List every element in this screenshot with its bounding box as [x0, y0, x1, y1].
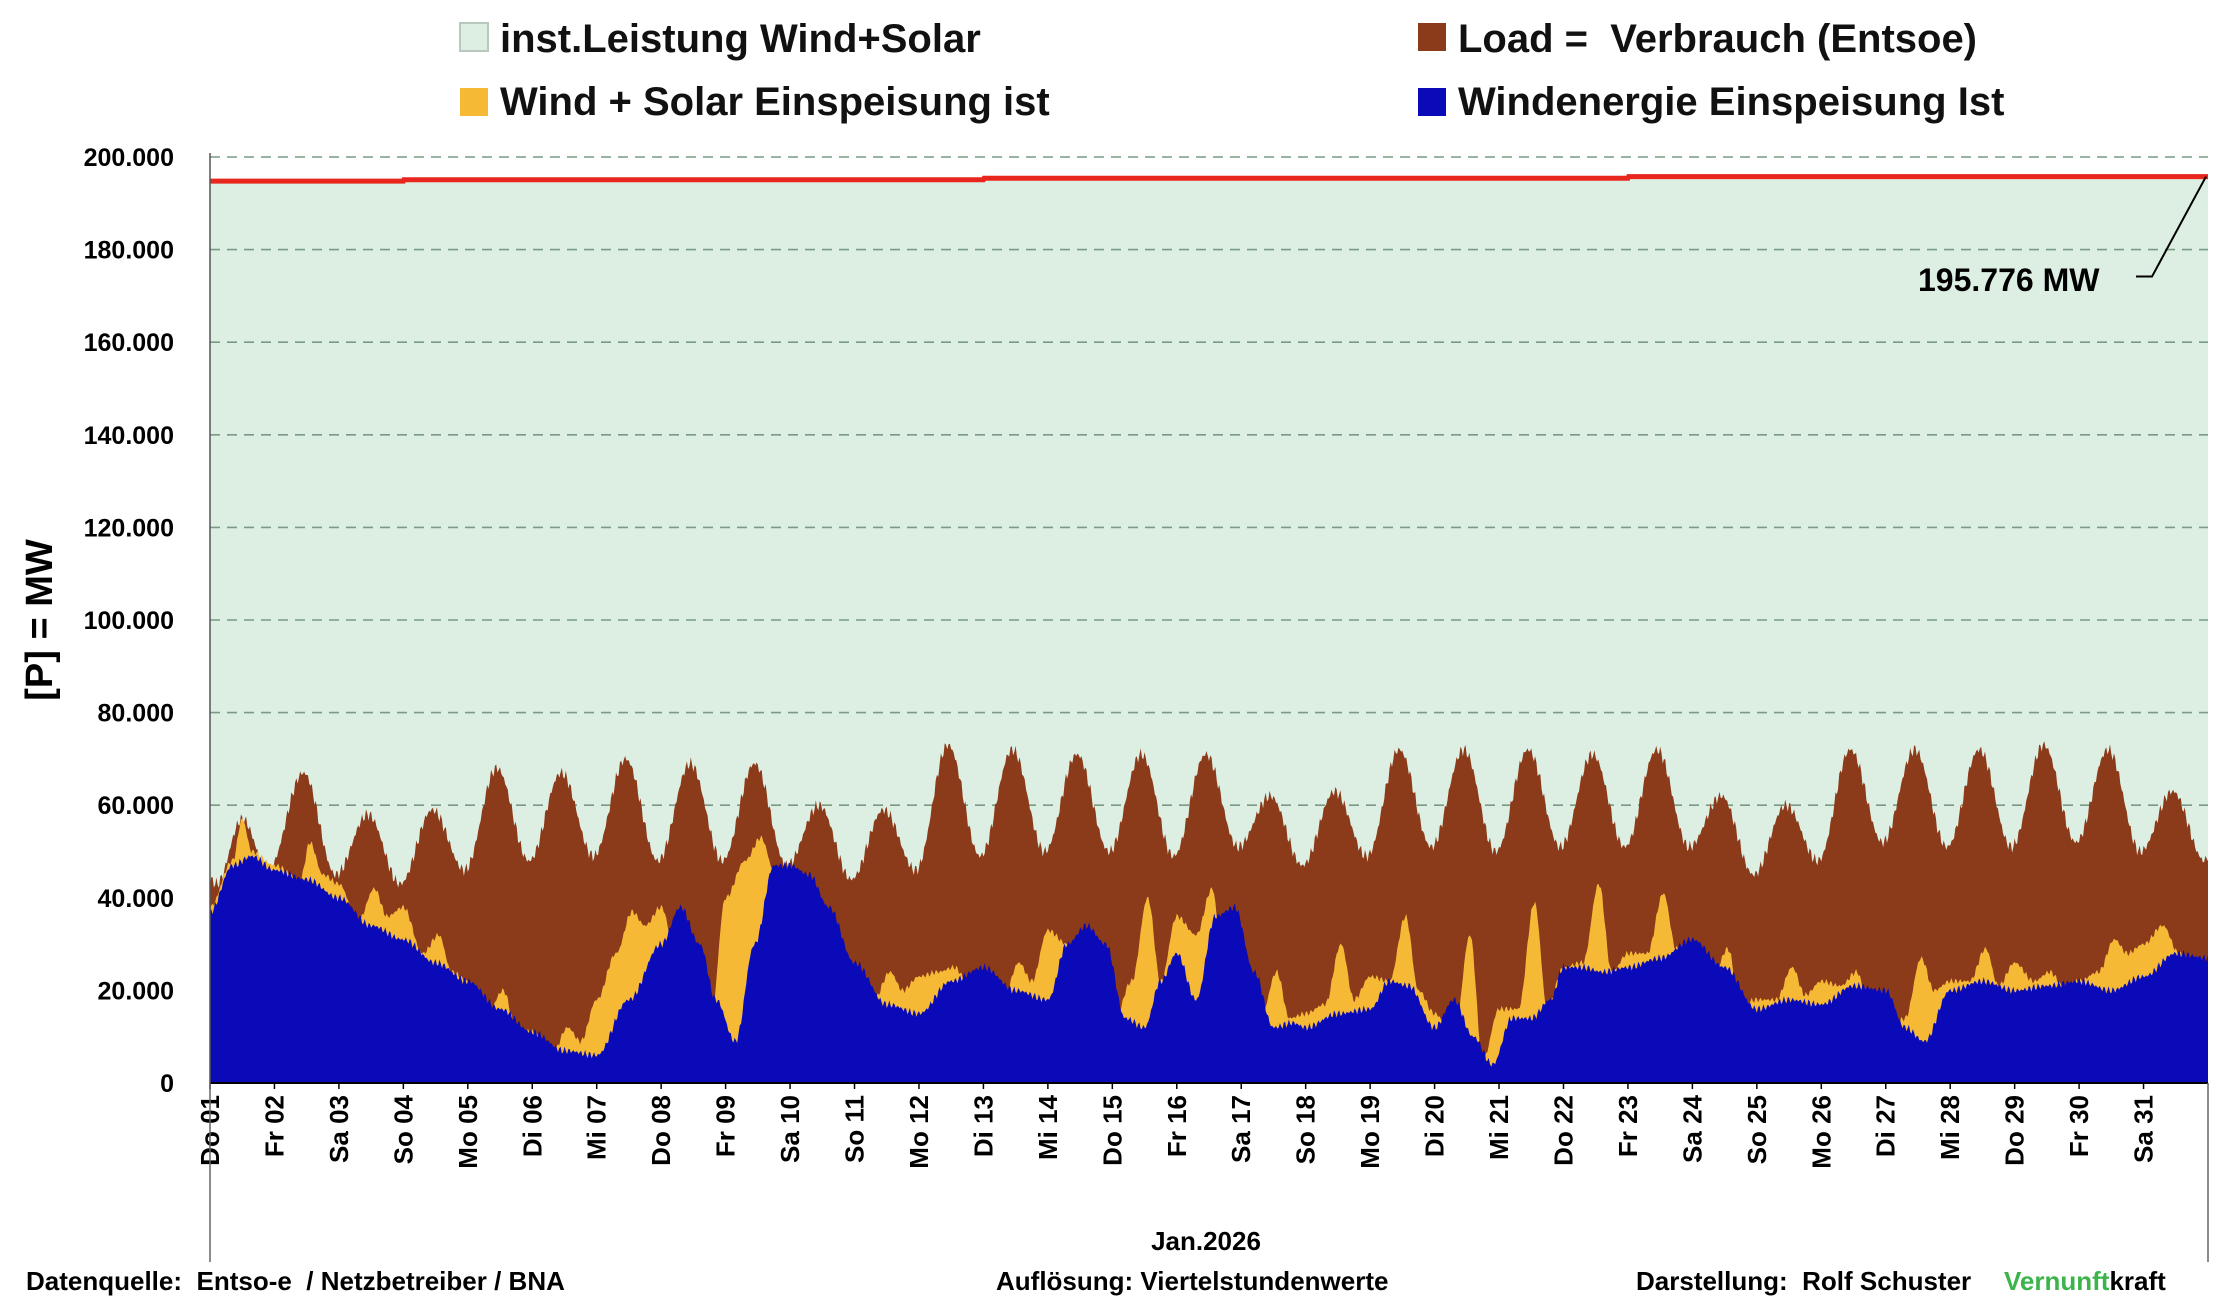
- y-tick-label: 20.000: [98, 977, 174, 1005]
- y-tick-label: 60.000: [98, 792, 174, 820]
- x-tick-label: Mi 28: [1935, 1095, 1965, 1160]
- footer-resolution: Auflösung: Viertelstundenwerte: [996, 1266, 1388, 1296]
- y-tick-label: 80.000: [98, 700, 174, 728]
- legend-swatch-wind: [1418, 88, 1446, 116]
- wind-area: [210, 855, 2208, 1083]
- plot-area: 0 20.000 40.000 60.000 80.000 100.000 120.000 1…: [84, 144, 2209, 1262]
- legend-label-wind-solar: Wind + Solar Einspeisung ist: [500, 80, 1050, 124]
- legend-swatch-load: [1418, 23, 1446, 51]
- legend-swatch-installed: [459, 22, 489, 52]
- x-tick-label: Mi 14: [1033, 1094, 1063, 1160]
- x-tick-label: Di 20: [1420, 1095, 1450, 1157]
- footer-source: Datenquelle: Entso-e / Netzbetreiber / B…: [26, 1266, 565, 1296]
- y-tick-label: 100.000: [84, 607, 174, 635]
- y-tick-label: 120.000: [84, 514, 174, 542]
- x-tick-label: Do 29: [2000, 1095, 2030, 1166]
- x-tick-label: Mo 05: [453, 1095, 483, 1169]
- footer-brand: Vernunftkraft: [2004, 1266, 2166, 1296]
- legend-item-wind-solar: Wind + Solar Einspeisung ist: [460, 80, 1050, 124]
- x-tick-label: Fr 16: [1162, 1095, 1192, 1157]
- x-tick-label: So 11: [840, 1095, 870, 1163]
- y-tick-label: 200.000: [84, 144, 174, 172]
- y-axis-title: [P] = MW: [19, 539, 61, 701]
- x-axis-title: Jan.2026: [1151, 1226, 1261, 1256]
- x-tick-label: Fr 30: [2064, 1095, 2094, 1157]
- x-tick-label: So 25: [1742, 1095, 1772, 1164]
- x-tick-labels: Do 01 Fr 02 Sa 03 So 04 Mo 05 Di 06 Mi 07 Do 08…: [195, 1083, 2209, 1262]
- y-tick-label: 160.000: [84, 329, 174, 357]
- x-tick-label: Di 27: [1871, 1095, 1901, 1157]
- x-tick-label: Mi 21: [1484, 1095, 1514, 1160]
- y-tick-label: 180.000: [84, 237, 174, 265]
- x-tick-label: Sa 03: [324, 1095, 354, 1163]
- x-tick-label: Mo 19: [1355, 1095, 1385, 1169]
- x-tick-label: Di 13: [968, 1095, 998, 1157]
- x-tick-label: Sa 24: [1677, 1094, 1707, 1162]
- x-tick-label: Sa 10: [775, 1095, 805, 1163]
- x-tick-label: Do 22: [1549, 1095, 1579, 1166]
- installed-capacity-line: [210, 174, 2208, 184]
- footer-author: Darstellung: Rolf Schuster: [1636, 1266, 1971, 1296]
- x-tick-label: Mo 26: [1806, 1095, 1836, 1169]
- y-tick-label: 140.000: [84, 422, 174, 450]
- brand-part-2: kraft: [2109, 1266, 2166, 1296]
- x-tick-label: Fr 02: [260, 1095, 290, 1157]
- installed-capacity-annotation: 195.776 MW: [1918, 262, 2100, 298]
- y-tick-label: 0: [160, 1070, 174, 1098]
- x-tick-label: Sa 17: [1226, 1095, 1256, 1163]
- x-tick-label: Sa 31: [2129, 1095, 2159, 1163]
- y-tick-labels: 0 20.000 40.000 60.000 80.000 100.000 120.000 1…: [84, 144, 174, 1098]
- annotation-leader: [2136, 176, 2207, 278]
- x-tick-label: Mo 12: [904, 1095, 934, 1169]
- x-tick-label: Do 15: [1097, 1095, 1127, 1166]
- x-tick-label: Fr 09: [711, 1095, 741, 1157]
- legend: inst.Leistung Wind+Solar Load = Verbrauc…: [459, 17, 2004, 124]
- legend-item-wind: Windenergie Einspeisung Ist: [1418, 80, 2004, 124]
- brand-part-1: Vernunft: [2004, 1266, 2110, 1296]
- y-tick-label: 40.000: [98, 885, 174, 913]
- legend-swatch-wind-solar: [460, 88, 488, 116]
- x-tick-label: Mi 07: [582, 1095, 612, 1160]
- x-tick-label: Do 08: [646, 1095, 676, 1166]
- legend-label-installed: inst.Leistung Wind+Solar: [500, 17, 981, 61]
- legend-item-installed: inst.Leistung Wind+Solar: [459, 17, 981, 61]
- x-tick-label: Fr 23: [1613, 1095, 1643, 1157]
- legend-label-load: Load = Verbrauch (Entsoe): [1458, 17, 1977, 61]
- x-tick-label: So 04: [388, 1094, 418, 1164]
- legend-item-load: Load = Verbrauch (Entsoe): [1418, 17, 1977, 61]
- legend-label-wind: Windenergie Einspeisung Ist: [1458, 80, 2004, 124]
- x-tick-label: Di 06: [517, 1095, 547, 1157]
- x-tick-label: So 18: [1291, 1095, 1321, 1164]
